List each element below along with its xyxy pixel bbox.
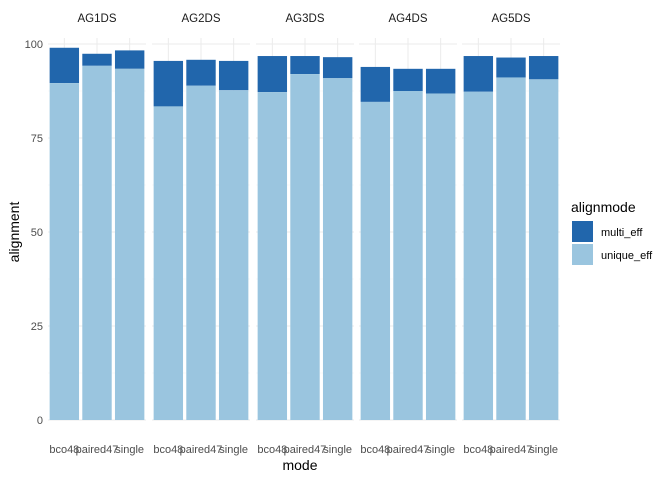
x-tick-label: single bbox=[219, 444, 248, 456]
x-tick-label: bco48 bbox=[257, 444, 287, 456]
bar-unique-eff bbox=[360, 101, 391, 421]
bar-multi-eff bbox=[114, 50, 145, 69]
bar-multi-eff bbox=[463, 56, 494, 92]
bar-unique-eff bbox=[82, 65, 112, 421]
bar-unique-eff bbox=[528, 79, 559, 421]
legend-label-unique-eff: unique_eff bbox=[601, 250, 653, 262]
legend-items: multi_eff unique_eff bbox=[572, 221, 653, 265]
y-tick-label: 0 bbox=[37, 415, 43, 427]
x-tick-label: single bbox=[115, 444, 144, 456]
bar-multi-eff bbox=[322, 57, 353, 79]
bar-unique-eff bbox=[186, 85, 216, 421]
bar-multi-eff bbox=[218, 60, 249, 91]
legend-swatch-multi-eff bbox=[572, 221, 593, 242]
x-tick-label: bco48 bbox=[153, 444, 183, 456]
bar-unique-eff bbox=[463, 91, 494, 420]
legend-swatch-unique-eff bbox=[572, 244, 593, 265]
x-tick-label: single bbox=[426, 444, 455, 456]
x-tick-label: single bbox=[323, 444, 352, 456]
bar-multi-eff bbox=[393, 68, 423, 91]
x-tick-label: bco48 bbox=[360, 444, 390, 456]
x-tick-label: bco48 bbox=[49, 444, 79, 456]
bar-multi-eff bbox=[186, 59, 216, 86]
x-axis-title: mode bbox=[282, 457, 317, 473]
legend-label-multi-eff: multi_eff bbox=[601, 227, 643, 239]
bar-multi-eff bbox=[496, 57, 526, 78]
x-tick-label: paired47 bbox=[387, 444, 430, 456]
bar-multi-eff bbox=[528, 56, 559, 80]
facet-strip-label: AG3DS bbox=[286, 13, 325, 25]
x-tick-label: paired47 bbox=[76, 444, 119, 456]
facet-strip-label: AG2DS bbox=[182, 13, 221, 25]
bar-unique-eff bbox=[218, 90, 249, 421]
bar-unique-eff bbox=[425, 93, 456, 420]
bar-unique-eff bbox=[49, 83, 80, 420]
y-axis-title: alignment bbox=[6, 202, 22, 263]
facet-strip-label: AG5DS bbox=[492, 13, 531, 25]
y-tick-label: 100 bbox=[25, 39, 43, 51]
x-tick-label: paired47 bbox=[284, 444, 327, 456]
bar-multi-eff bbox=[82, 53, 112, 66]
legend: alignmode multi_eff unique_eff bbox=[571, 199, 653, 265]
y-tick-label: 50 bbox=[31, 227, 43, 239]
x-tick-label: paired47 bbox=[180, 444, 223, 456]
bar-unique-eff bbox=[257, 92, 288, 421]
y-tick-label: 25 bbox=[31, 321, 43, 333]
bar-multi-eff bbox=[49, 47, 80, 84]
facet-strip-label: AG1DS bbox=[78, 13, 117, 25]
bar-multi-eff bbox=[425, 68, 456, 94]
bar-multi-eff bbox=[153, 60, 184, 107]
x-tick-label: single bbox=[529, 444, 558, 456]
bar-unique-eff bbox=[496, 77, 526, 421]
y-axis: 0 25 50 75 100 bbox=[25, 39, 43, 427]
facet-strip-label: AG4DS bbox=[389, 13, 428, 25]
bar-unique-eff bbox=[393, 91, 423, 420]
panels: AG1DSbco48paired47singleAG2DSbco48paired… bbox=[48, 13, 560, 456]
bar-multi-eff bbox=[290, 56, 320, 75]
y-tick-label: 75 bbox=[31, 133, 43, 145]
x-tick-label: bco48 bbox=[463, 444, 493, 456]
bar-multi-eff bbox=[360, 66, 391, 102]
bar-multi-eff bbox=[257, 56, 288, 93]
x-tick-label: paired47 bbox=[490, 444, 533, 456]
bar-unique-eff bbox=[153, 106, 184, 420]
bar-unique-eff bbox=[114, 68, 145, 420]
legend-title: alignmode bbox=[571, 199, 636, 215]
bar-unique-eff bbox=[290, 74, 320, 420]
bar-unique-eff bbox=[322, 78, 353, 420]
